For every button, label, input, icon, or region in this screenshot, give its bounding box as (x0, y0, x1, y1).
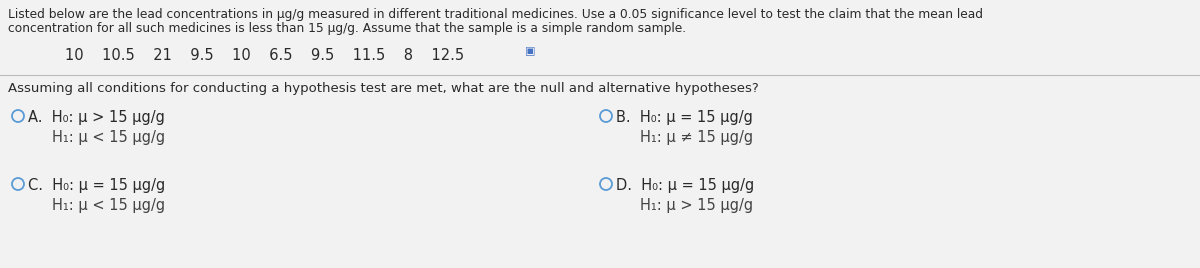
Text: 10    10.5    21    9.5    10    6.5    9.5    11.5    8    12.5: 10 10.5 21 9.5 10 6.5 9.5 11.5 8 12.5 (65, 48, 464, 63)
Text: Listed below are the lead concentrations in µg/g measured in different tradition: Listed below are the lead concentrations… (8, 8, 983, 21)
Text: A.  H₀: μ > 15 μg/g: A. H₀: μ > 15 μg/g (28, 110, 164, 125)
Text: Assuming all conditions for conducting a hypothesis test are met, what are the n: Assuming all conditions for conducting a… (8, 82, 758, 95)
Text: H₁: μ ≠ 15 μg/g: H₁: μ ≠ 15 μg/g (640, 130, 754, 145)
Text: D.  H₀: μ = 15 μg/g: D. H₀: μ = 15 μg/g (616, 178, 755, 193)
Text: ▣: ▣ (526, 46, 535, 56)
Text: H₁: μ < 15 μg/g: H₁: μ < 15 μg/g (52, 130, 166, 145)
Text: C.  H₀: μ = 15 μg/g: C. H₀: μ = 15 μg/g (28, 178, 166, 193)
Text: H₁: μ > 15 μg/g: H₁: μ > 15 μg/g (640, 198, 754, 213)
Text: concentration for all such medicines is less than 15 µg/g. Assume that the sampl: concentration for all such medicines is … (8, 22, 686, 35)
Text: H₁: μ < 15 μg/g: H₁: μ < 15 μg/g (52, 198, 166, 213)
Text: B.  H₀: μ = 15 μg/g: B. H₀: μ = 15 μg/g (616, 110, 752, 125)
